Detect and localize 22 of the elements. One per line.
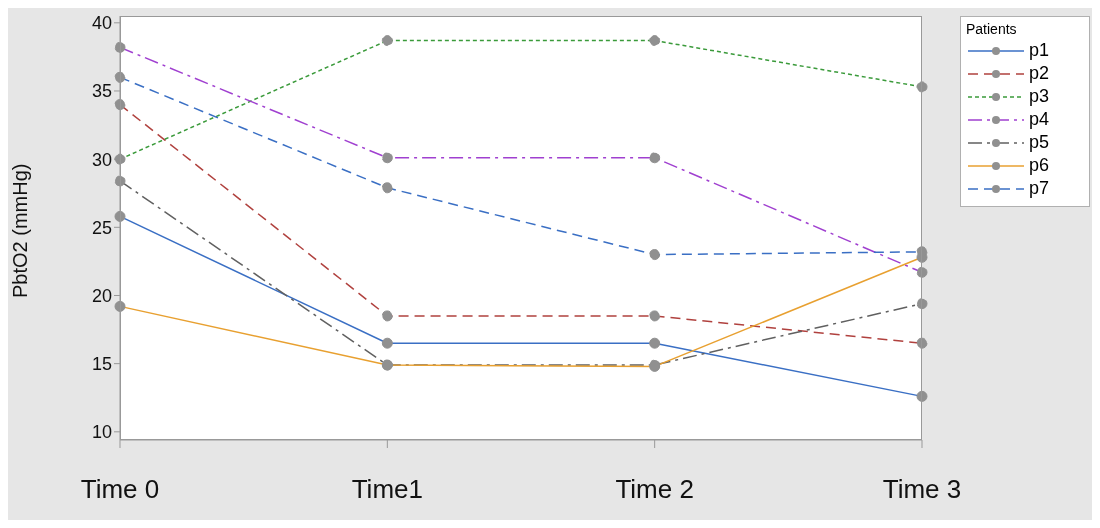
point: [114, 175, 126, 187]
x-tick-label: Time 2: [615, 474, 694, 505]
legend-title: Patients: [966, 21, 1018, 37]
legend-label: p3: [1029, 86, 1050, 107]
y-tick-label: 20: [91, 285, 112, 306]
y-tick-label: 10: [91, 422, 112, 443]
x-tick-label: Time1: [351, 474, 423, 505]
x-tick-label: Time 3: [882, 474, 962, 505]
y-tick-label: 30: [91, 149, 112, 170]
y-tick-label: 25: [91, 217, 112, 238]
y-axis-title: PbtO2 (mmHg): [9, 163, 32, 298]
y-tick-label: 15: [91, 354, 112, 375]
y-tick-label: 35: [91, 81, 112, 102]
point: [916, 298, 928, 310]
y-tick-label: 40: [91, 13, 112, 34]
legend-label: p1: [1029, 40, 1050, 61]
legend-label: p5: [1029, 132, 1050, 153]
legend-label: p7: [1029, 178, 1050, 199]
legend-label: p4: [1029, 109, 1050, 130]
legend-label: p6: [1029, 155, 1050, 176]
legend-label: p2: [1029, 63, 1050, 84]
x-tick-label: Time 0: [80, 474, 160, 505]
